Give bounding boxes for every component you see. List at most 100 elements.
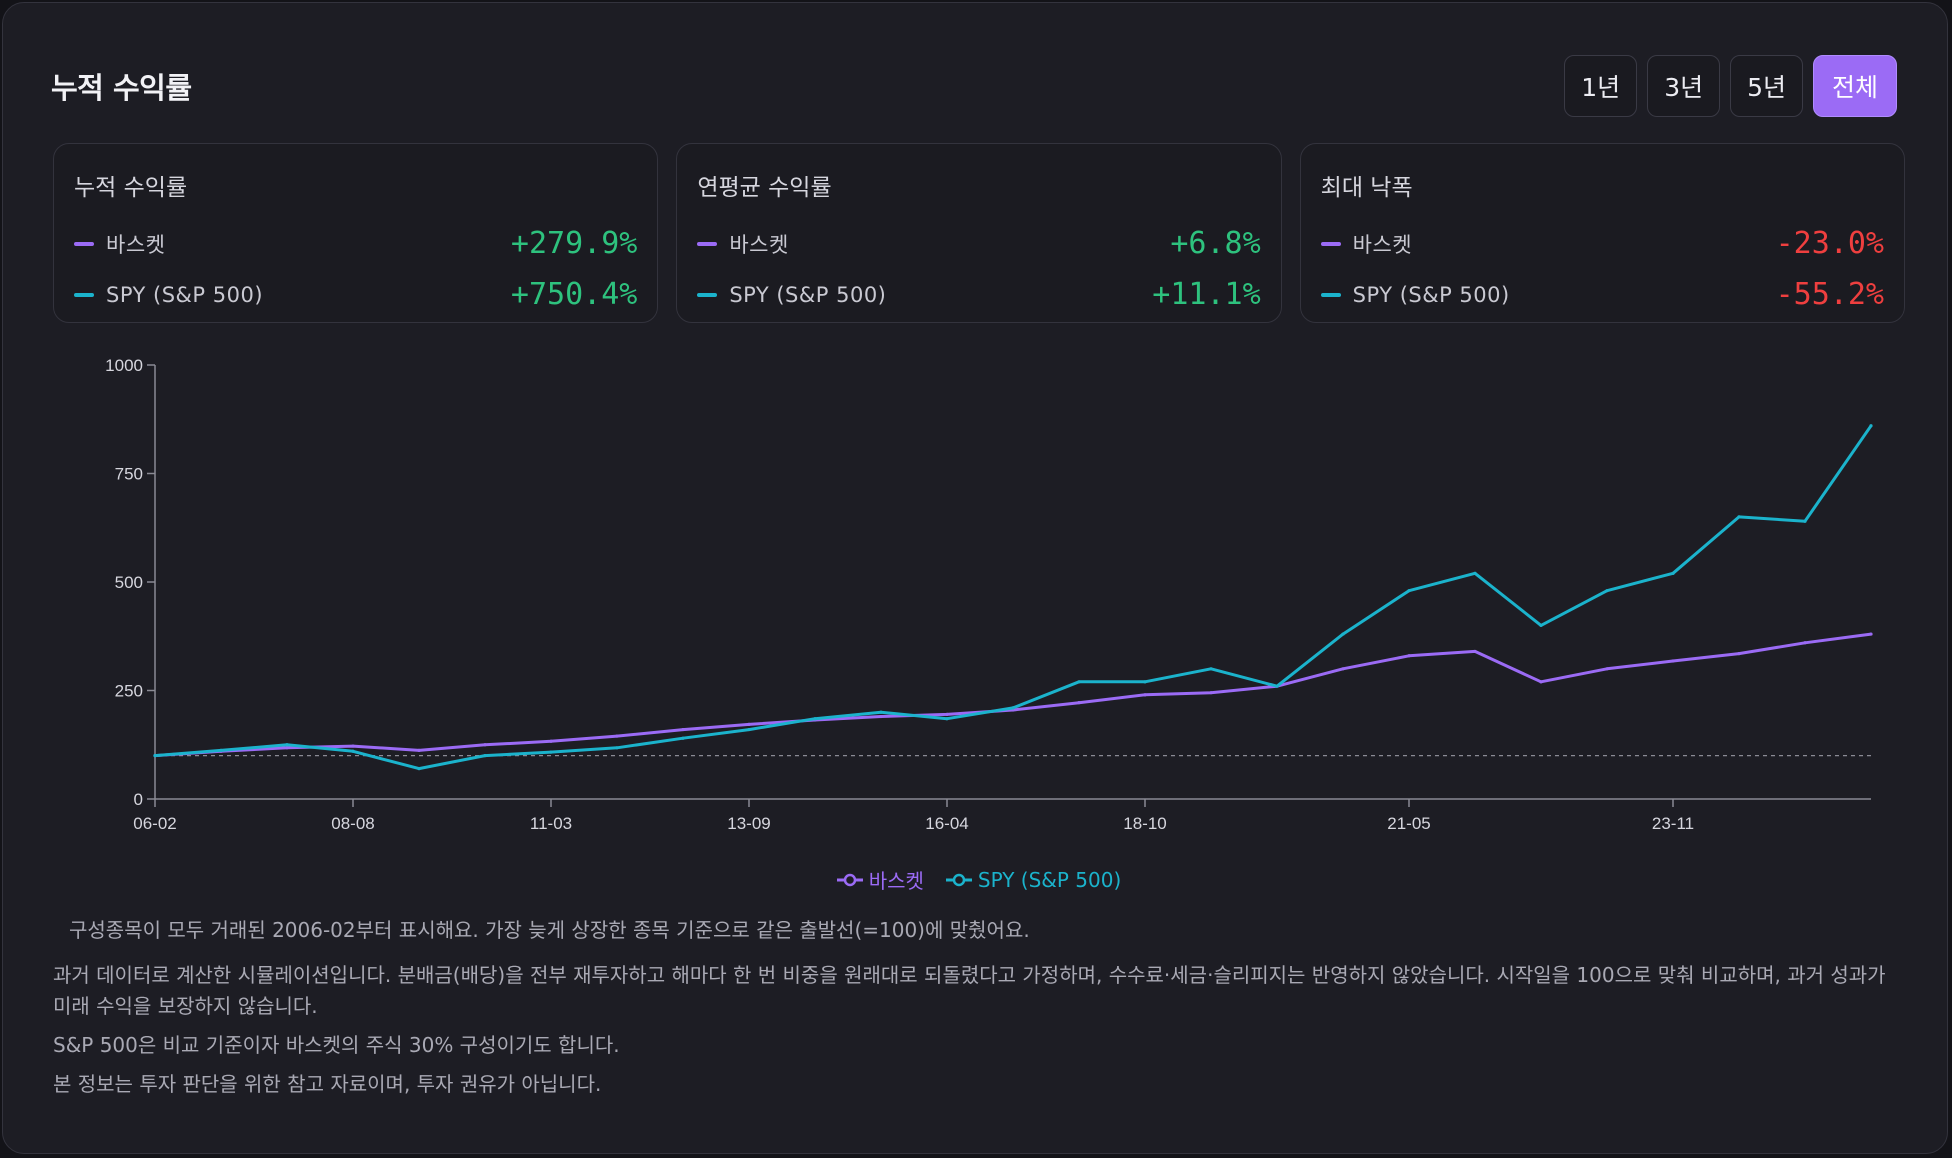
spy-point [1473,571,1477,575]
period-button-5y[interactable]: 5년 [1730,55,1803,117]
row-value: +11.1% [1152,277,1261,312]
spy-point [1011,706,1015,710]
y-tick-label: 250 [115,682,143,701]
y-tick-label: 0 [134,790,143,809]
basket-point [1803,641,1807,645]
x-tick-label: 06-02 [133,814,176,833]
notes: 구성종목이 모두 거래된 2006-02부터 표시해요. 가장 늦게 상장한 종… [53,915,1893,1108]
spy-point [1539,623,1543,627]
stat-card-cumulative: 누적 수익률 바스켓 +279.9% SPY (S&P 500) +750.4% [53,143,659,323]
y-tick-label: 500 [115,573,143,592]
x-tick-label: 21-05 [1387,814,1430,833]
spy-point [1407,589,1411,593]
basket-point [351,744,355,748]
spy-point [1869,424,1873,428]
spy-point [1077,680,1081,684]
spy-point [1275,684,1279,688]
stat-cards: 누적 수익률 바스켓 +279.9% SPY (S&P 500) +750.4%… [53,143,1905,323]
row-value: -55.2% [1775,277,1884,312]
disclaimer-simulation: 과거 데이터로 계산한 시뮬레이션입니다. 분배금(배당)을 전부 재투자하고 … [53,963,1886,1018]
spy-point [1341,632,1345,636]
row-label: SPY (S&P 500) [729,282,887,307]
spy-point [1605,589,1609,593]
legend-item-basket[interactable]: 바스켓 [836,865,924,894]
spy-point [285,743,289,747]
stat-row-spy: SPY (S&P 500) +11.1% [697,269,1261,320]
spy-point [1209,667,1213,671]
basket-point [681,727,685,732]
basket-point [1671,659,1675,663]
start-note: 구성종목이 모두 거래된 2006-02부터 표시해요. 가장 늦게 상장한 종… [69,918,1030,942]
x-tick-label: 13-09 [727,814,770,833]
panel-title: 누적 수익률 [51,71,192,105]
basket-line [154,632,1872,758]
basket-point [1407,654,1411,658]
basket-point [879,714,883,719]
spy-point [615,746,619,750]
basket-point [615,734,619,738]
x-tick-label: 08-08 [331,814,374,833]
spy-point [153,754,157,758]
basket-point [483,743,487,747]
basket-point [1539,680,1543,684]
x-tick-label: 18-10 [1123,814,1166,833]
spy-point [351,749,355,753]
period-button-3y[interactable]: 3년 [1647,55,1721,117]
spy-swatch [697,292,718,297]
x-tick-label: 11-03 [530,814,572,833]
card-title: 연평균 수익률 [697,175,832,201]
basket-swatch [1320,241,1341,246]
spy-point [1143,680,1147,684]
basket-point [945,712,949,716]
period-button-all[interactable]: 전체 [1813,55,1897,117]
stat-row-basket: 바스켓 +279.9% [74,218,637,269]
basket-swatch [74,241,94,246]
card-title: 누적 수익률 [74,175,188,201]
stat-row-spy: SPY (S&P 500) -55.2% [1320,269,1884,320]
basket-point [1473,649,1477,654]
spy-point [747,727,751,732]
spy-swatch [1320,292,1341,297]
basket-point [1605,667,1609,671]
spy-point [945,717,949,721]
spy-point [813,717,817,721]
card-title: 최대 낙폭 [1320,175,1413,201]
period-button-1y[interactable]: 1년 [1564,55,1638,117]
stat-card-drawdown: 최대 낙폭 바스켓 -23.0% SPY (S&P 500) -55.2% [1299,143,1905,323]
legend-label: SPY (S&P 500) [977,867,1122,892]
cumulative-return-chart: 0 250 500 750 1000 06-02 08-08 11-03 13-09 16-04 1… [105,356,1873,833]
basket-point [1143,693,1147,697]
stat-row-spy: SPY (S&P 500) +750.4% [74,269,637,320]
spy-point [417,767,421,771]
spy-swatch [74,292,94,297]
spy-point [1671,571,1675,575]
x-tick-label: 23-11 [1652,814,1694,833]
basket-swatch [697,241,718,246]
spy-point [483,754,487,758]
basket-point [1869,632,1873,636]
stat-card-annual: 연평균 수익률 바스켓 +6.8% SPY (S&P 500) +11.1% [676,143,1282,323]
y-tick-label: 750 [115,465,143,484]
period-selector: 1년 3년 5년 전체 [1564,55,1897,117]
basket-point [417,748,421,752]
disclaimer-not-advice: 본 정보는 투자 판단을 위한 참고 자료이며, 투자 권유가 아닙니다. [53,1072,602,1096]
legend-basket-marker [836,873,863,886]
stat-row-basket: 바스켓 +6.8% [697,218,1261,269]
x-tick-label: 16-04 [925,814,968,833]
row-label: SPY (S&P 500) [106,282,264,307]
spy-point [549,750,553,754]
row-value: +750.4% [510,277,638,312]
row-label: 바스켓 [729,232,789,257]
chart-legend: 바스켓 SPY (S&P 500) [3,865,1952,894]
basket-point [1077,701,1081,705]
spy-point [681,736,685,740]
legend-item-spy[interactable]: SPY (S&P 500) [945,865,1122,894]
legend-spy-marker [945,873,972,886]
basket-point [1209,691,1213,695]
spy-line [154,424,1873,771]
spy-point [879,710,883,714]
stat-row-basket: 바스켓 -23.0% [1320,218,1884,269]
row-label: 바스켓 [1352,232,1413,257]
row-value: +6.8% [1170,226,1261,261]
spy-point [1803,519,1807,523]
